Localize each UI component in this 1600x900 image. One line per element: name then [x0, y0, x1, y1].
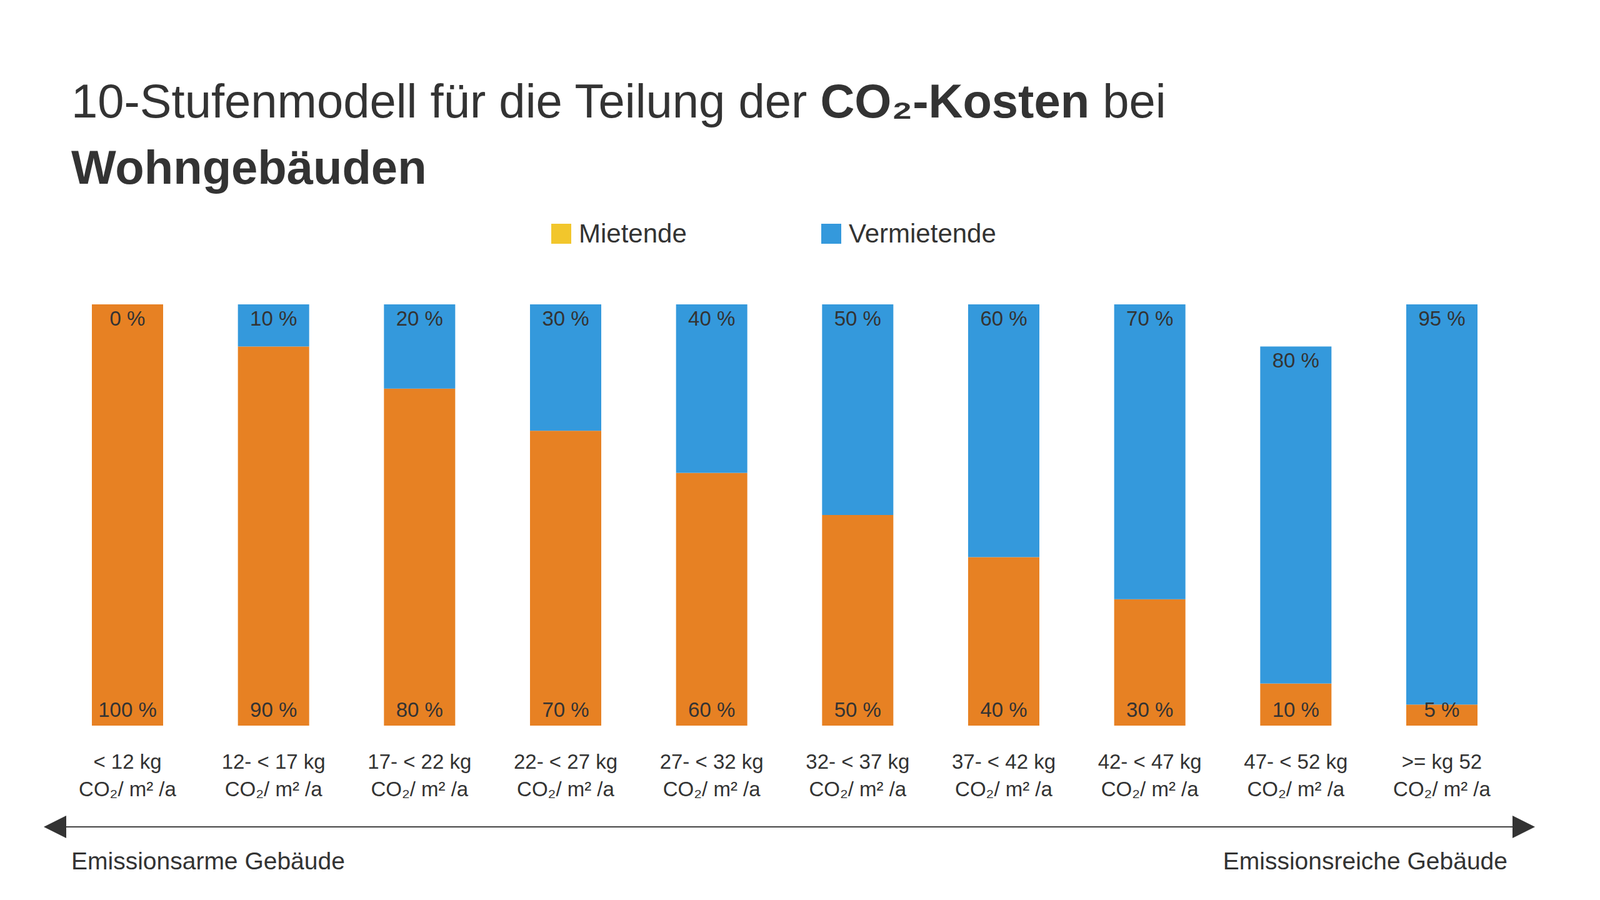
bar-segment — [383, 388, 455, 726]
bar-segment — [1114, 599, 1186, 726]
annotation: Emissionsarme Gebäude — [71, 847, 345, 875]
bar-segment — [1260, 683, 1332, 726]
category-label: 12- < 17 kg CO₂/ m² /a — [221, 750, 326, 801]
category-label: >= kg 52 CO₂/ m² /a — [1393, 750, 1491, 801]
data-label: 50 % — [834, 306, 882, 330]
legend-swatch — [551, 223, 572, 244]
category-line: 47- < 52 kg — [1243, 750, 1348, 774]
bar-segment — [1406, 304, 1478, 705]
data-labels: 100 % 90 % 80 % 70 % 60 % 50 % 40 % 30 % 10 % 5 %… — [98, 306, 1465, 722]
category-line: 12- < 17 kg — [221, 750, 326, 774]
category-line: 17- < 22 kg — [367, 750, 472, 774]
bar-segment — [91, 304, 164, 726]
category-label: < 12 kg CO₂/ m² /a — [78, 750, 177, 801]
bar-segment — [821, 304, 894, 515]
title-part: 10-Stufenmodell für die Teilung der — [71, 74, 820, 128]
data-label: 60 % — [980, 306, 1027, 330]
title-part: Wohngebäuden — [71, 140, 427, 194]
category-line: 27- < 32 kg — [660, 750, 764, 774]
data-label: 40 % — [980, 698, 1027, 722]
title-part: bei — [1089, 74, 1167, 128]
category-label: 37- < 42 kg CO₂/ m² /a — [951, 750, 1056, 801]
category-label: 22- < 27 kg CO₂/ m² /a — [513, 750, 618, 801]
category-line: 32- < 37 kg — [805, 750, 910, 774]
arrow-line — [56, 826, 1513, 828]
data-label: 60 % — [688, 698, 735, 722]
data-label: 40 % — [688, 306, 735, 330]
category-line: < 12 kg — [93, 750, 162, 774]
bar-segment — [238, 346, 310, 726]
category-line: CO₂/ m² /a — [1246, 777, 1345, 801]
category-line: CO₂/ m² /a — [516, 777, 615, 801]
data-label: 70 % — [1126, 306, 1174, 330]
emission-arrow — [43, 815, 1535, 839]
legend-swatch — [821, 223, 842, 244]
category-line: 37- < 42 kg — [951, 750, 1056, 774]
category-line: 42- < 47 kg — [1098, 750, 1202, 774]
data-label: 95 % — [1418, 306, 1465, 330]
bar-segment — [968, 304, 1040, 557]
data-label: 0 % — [110, 306, 146, 330]
bar-segment — [968, 556, 1040, 726]
title: 10-Stufenmodell für die Teilung der CO₂-… — [71, 74, 1167, 194]
category-line: CO₂/ m² /a — [1393, 777, 1491, 801]
bar-segment — [1114, 304, 1186, 600]
legend-item: Vermietende — [821, 218, 997, 249]
category-label: 17- < 22 kg CO₂/ m² /a — [367, 750, 472, 801]
category-label: 32- < 37 kg CO₂/ m² /a — [805, 750, 910, 801]
category-label: 27- < 32 kg CO₂/ m² /a — [660, 750, 764, 801]
arrow-head-right — [1512, 815, 1535, 839]
category-line: CO₂/ m² /a — [955, 777, 1053, 801]
bar-segment — [821, 515, 894, 726]
bar-segment — [530, 430, 602, 726]
data-label: 80 % — [1272, 348, 1320, 372]
bar-segment — [91, 304, 164, 305]
bar-segment — [238, 304, 310, 347]
bar-segment — [530, 304, 602, 431]
arrow-head-left — [43, 815, 67, 839]
legend-label: Vermietende — [848, 218, 997, 249]
category-label: 42- < 47 kg CO₂/ m² /a — [1098, 750, 1202, 801]
data-label: 10 % — [1272, 698, 1320, 722]
category-line: >= kg 52 — [1401, 750, 1482, 774]
data-label: 30 % — [541, 306, 589, 330]
annotation: Emissionsreiche Gebäude — [1223, 847, 1508, 875]
title-part: CO₂-Kosten — [820, 74, 1090, 128]
data-label: 100 % — [98, 698, 157, 722]
data-label: 10 % — [250, 306, 297, 330]
data-label: 20 % — [396, 306, 444, 330]
category-line: CO₂/ m² /a — [78, 777, 177, 801]
bar-segment — [383, 304, 455, 389]
data-label: 70 % — [541, 698, 589, 722]
category-line: CO₂/ m² /a — [663, 777, 761, 801]
data-label: 80 % — [396, 698, 444, 722]
legend-label: Mietende — [578, 218, 687, 249]
category-line: CO₂/ m² /a — [225, 777, 323, 801]
category-line: CO₂/ m² /a — [370, 777, 469, 801]
chart: 10-Stufenmodell für die Teilung der CO₂-… — [0, 0, 1600, 900]
category-label: 47- < 52 kg CO₂/ m² /a — [1243, 750, 1348, 801]
data-label: 90 % — [250, 698, 297, 722]
data-label: 50 % — [834, 698, 882, 722]
bar-segment — [676, 473, 748, 726]
bars — [91, 304, 1478, 726]
category-line: CO₂/ m² /a — [808, 777, 907, 801]
data-label: 5 % — [1424, 698, 1460, 722]
bar-segment — [1260, 346, 1332, 684]
legend-item: Mietende — [551, 218, 687, 249]
bar-segment — [676, 304, 748, 474]
data-label: 30 % — [1126, 698, 1174, 722]
category-line: CO₂/ m² /a — [1101, 777, 1199, 801]
category-line: 22- < 27 kg — [513, 750, 618, 774]
